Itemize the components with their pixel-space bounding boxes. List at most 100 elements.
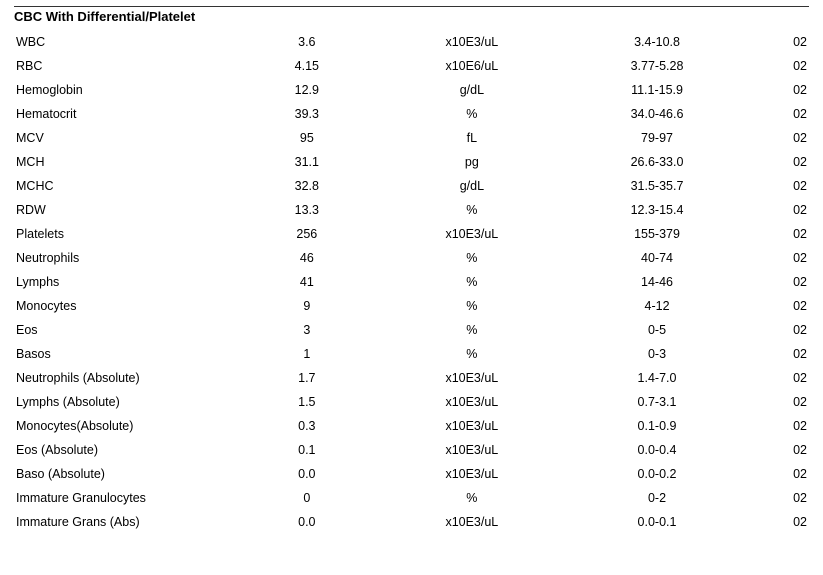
table-row: Neutrophils (Absolute)1.7x10E3/uL1.4-7.0… bbox=[14, 366, 809, 390]
analyte-unit: fL bbox=[374, 126, 569, 150]
analyte-range: 0.0-0.2 bbox=[569, 462, 744, 486]
table-row: RDW13.3%12.3-15.402 bbox=[14, 198, 809, 222]
table-row: Basos1%0-302 bbox=[14, 342, 809, 366]
analyte-range: 1.4-7.0 bbox=[569, 366, 744, 390]
table-row: MCHC32.8g/dL31.5-35.702 bbox=[14, 174, 809, 198]
analyte-name: RBC bbox=[14, 54, 239, 78]
analyte-unit: % bbox=[374, 246, 569, 270]
analyte-code: 02 bbox=[745, 294, 809, 318]
table-row: Baso (Absolute)0.0x10E3/uL0.0-0.202 bbox=[14, 462, 809, 486]
table-row: MCV95fL79-9702 bbox=[14, 126, 809, 150]
analyte-range: 14-46 bbox=[569, 270, 744, 294]
analyte-name: Immature Grans (Abs) bbox=[14, 510, 239, 534]
analyte-name: MCH bbox=[14, 150, 239, 174]
analyte-range: 0.0-0.1 bbox=[569, 510, 744, 534]
analyte-range: 0-2 bbox=[569, 486, 744, 510]
analyte-code: 02 bbox=[745, 462, 809, 486]
analyte-unit: x10E6/uL bbox=[374, 54, 569, 78]
analyte-code: 02 bbox=[745, 510, 809, 534]
analyte-name: Basos bbox=[14, 342, 239, 366]
table-row: Hematocrit39.3%34.0-46.602 bbox=[14, 102, 809, 126]
analyte-name: Monocytes bbox=[14, 294, 239, 318]
analyte-unit: % bbox=[374, 198, 569, 222]
analyte-unit: x10E3/uL bbox=[374, 438, 569, 462]
analyte-code: 02 bbox=[745, 174, 809, 198]
analyte-name: Neutrophils (Absolute) bbox=[14, 366, 239, 390]
analyte-name: MCV bbox=[14, 126, 239, 150]
lab-report-page: CBC With Differential/Platelet WBC3.6x10… bbox=[0, 0, 823, 575]
analyte-code: 02 bbox=[745, 126, 809, 150]
analyte-name: Platelets bbox=[14, 222, 239, 246]
analyte-unit: % bbox=[374, 294, 569, 318]
analyte-value: 0.0 bbox=[239, 510, 374, 534]
analyte-unit: % bbox=[374, 318, 569, 342]
analyte-code: 02 bbox=[745, 102, 809, 126]
table-row: Lymphs41%14-4602 bbox=[14, 270, 809, 294]
analyte-unit: x10E3/uL bbox=[374, 414, 569, 438]
table-row: Lymphs (Absolute)1.5x10E3/uL0.7-3.102 bbox=[14, 390, 809, 414]
analyte-name: WBC bbox=[14, 30, 239, 54]
analyte-code: 02 bbox=[745, 246, 809, 270]
analyte-name: RDW bbox=[14, 198, 239, 222]
analyte-value: 32.8 bbox=[239, 174, 374, 198]
analyte-unit: pg bbox=[374, 150, 569, 174]
analyte-range: 11.1-15.9 bbox=[569, 78, 744, 102]
analyte-name: MCHC bbox=[14, 174, 239, 198]
table-row: Eos3%0-502 bbox=[14, 318, 809, 342]
analyte-value: 41 bbox=[239, 270, 374, 294]
analyte-range: 26.6-33.0 bbox=[569, 150, 744, 174]
panel-title: CBC With Differential/Platelet bbox=[14, 9, 809, 24]
analyte-range: 0.1-0.9 bbox=[569, 414, 744, 438]
analyte-range: 4-12 bbox=[569, 294, 744, 318]
analyte-range: 0-3 bbox=[569, 342, 744, 366]
analyte-value: 1.5 bbox=[239, 390, 374, 414]
analyte-value: 3.6 bbox=[239, 30, 374, 54]
analyte-unit: x10E3/uL bbox=[374, 30, 569, 54]
analyte-value: 12.9 bbox=[239, 78, 374, 102]
analyte-unit: g/dL bbox=[374, 174, 569, 198]
analyte-range: 40-74 bbox=[569, 246, 744, 270]
analyte-code: 02 bbox=[745, 198, 809, 222]
analyte-range: 12.3-15.4 bbox=[569, 198, 744, 222]
analyte-unit: % bbox=[374, 486, 569, 510]
analyte-code: 02 bbox=[745, 78, 809, 102]
analyte-unit: % bbox=[374, 342, 569, 366]
analyte-unit: x10E3/uL bbox=[374, 222, 569, 246]
lab-results-tbody: WBC3.6x10E3/uL3.4-10.802RBC4.15x10E6/uL3… bbox=[14, 30, 809, 534]
analyte-code: 02 bbox=[745, 486, 809, 510]
analyte-code: 02 bbox=[745, 342, 809, 366]
analyte-code: 02 bbox=[745, 222, 809, 246]
analyte-code: 02 bbox=[745, 150, 809, 174]
analyte-value: 0.0 bbox=[239, 462, 374, 486]
analyte-value: 9 bbox=[239, 294, 374, 318]
table-row: Neutrophils46%40-7402 bbox=[14, 246, 809, 270]
analyte-range: 34.0-46.6 bbox=[569, 102, 744, 126]
table-row: Hemoglobin12.9g/dL11.1-15.902 bbox=[14, 78, 809, 102]
panel-top-rule bbox=[14, 6, 809, 7]
analyte-code: 02 bbox=[745, 318, 809, 342]
analyte-range: 0.0-0.4 bbox=[569, 438, 744, 462]
table-row: Platelets256x10E3/uL155-37902 bbox=[14, 222, 809, 246]
table-row: WBC3.6x10E3/uL3.4-10.802 bbox=[14, 30, 809, 54]
analyte-value: 4.15 bbox=[239, 54, 374, 78]
analyte-value: 0 bbox=[239, 486, 374, 510]
analyte-unit: x10E3/uL bbox=[374, 462, 569, 486]
analyte-value: 0.1 bbox=[239, 438, 374, 462]
analyte-value: 31.1 bbox=[239, 150, 374, 174]
analyte-unit: g/dL bbox=[374, 78, 569, 102]
analyte-value: 95 bbox=[239, 126, 374, 150]
analyte-name: Lymphs bbox=[14, 270, 239, 294]
table-row: Immature Grans (Abs)0.0x10E3/uL0.0-0.102 bbox=[14, 510, 809, 534]
analyte-range: 155-379 bbox=[569, 222, 744, 246]
table-row: MCH31.1pg26.6-33.002 bbox=[14, 150, 809, 174]
table-row: Monocytes(Absolute)0.3x10E3/uL0.1-0.902 bbox=[14, 414, 809, 438]
analyte-range: 79-97 bbox=[569, 126, 744, 150]
analyte-value: 46 bbox=[239, 246, 374, 270]
analyte-unit: x10E3/uL bbox=[374, 510, 569, 534]
analyte-name: Lymphs (Absolute) bbox=[14, 390, 239, 414]
analyte-unit: x10E3/uL bbox=[374, 366, 569, 390]
analyte-name: Neutrophils bbox=[14, 246, 239, 270]
analyte-name: Monocytes(Absolute) bbox=[14, 414, 239, 438]
analyte-code: 02 bbox=[745, 366, 809, 390]
analyte-code: 02 bbox=[745, 414, 809, 438]
